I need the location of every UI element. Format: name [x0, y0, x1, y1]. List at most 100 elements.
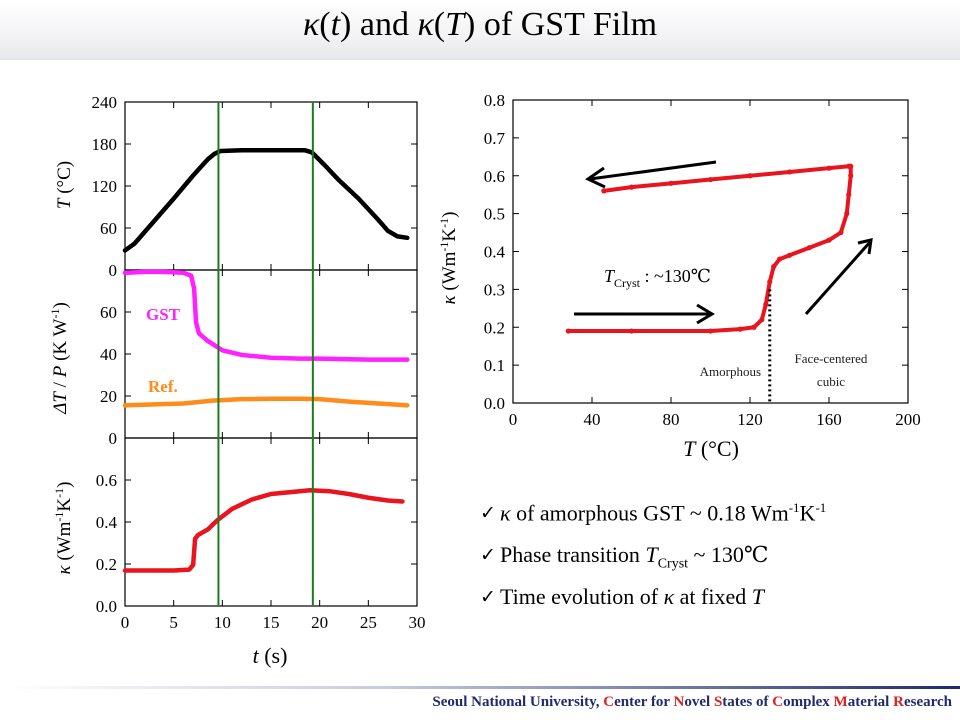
kappa-T-xtick-label: 200 [895, 410, 921, 429]
legend-ref: Ref. [148, 377, 178, 396]
kappa-T-xtick-label: 80 [663, 410, 680, 429]
kappa-T-ytick-label: 0.1 [484, 356, 505, 375]
panel1-ytick-label: 60 [100, 219, 117, 238]
kappa-T-data-point [628, 328, 635, 334]
kappa-T-data-point [668, 180, 674, 186]
kappa-T-data-point [771, 264, 777, 270]
kappa-T-ytick-label: 0.4 [484, 243, 506, 262]
slide-title: κ(t) and κ(T) of GST Film [302, 6, 658, 43]
left-xlabel: t (s) [253, 643, 288, 668]
panel2-frame [124, 269, 418, 439]
panel3-ylabel: κ (Wm-1K-1) [52, 482, 75, 575]
right-ylabel: κ (Wm-1K-1) [437, 212, 460, 305]
right-xlabel: T (°C) [683, 436, 739, 461]
panel3-xtick-label: 0 [121, 613, 130, 632]
kappa-T-data-point [707, 328, 714, 334]
checkmark-icon: ✓ [480, 502, 496, 524]
kappa-T-ytick-label: 0.5 [484, 205, 505, 224]
panel1-ylabel: T (°C) [54, 161, 75, 209]
kappa-T-data-point [844, 211, 850, 217]
right-axis-labels: κ (Wm-1K-1) T (°C) TCryst : ~130℃ Amorph… [437, 160, 873, 461]
kappa-T-data-point [737, 326, 743, 332]
kappa-T-xtick-label: 40 [584, 410, 601, 429]
kappa-T-ytick-label: 0.3 [484, 280, 505, 299]
panel3-xtick-label: 30 [409, 613, 426, 632]
kappa-T-ytick-label: 0.2 [484, 318, 505, 337]
bullet-phase-transition: ✓ Phase transition TCryst ~ 130℃ [480, 542, 769, 572]
header-band [0, 0, 960, 60]
kappa-T-data-point [747, 173, 753, 179]
checkmark-icon: ✓ [480, 544, 496, 566]
panel3-ytick-label: 0.2 [96, 555, 117, 574]
panel1-series-0-line [122, 148, 410, 253]
kappa-T-data-point [826, 165, 832, 171]
footer-affiliation: Seoul National University, Center for No… [432, 694, 952, 710]
panel2-series-0-line [122, 269, 410, 362]
panel2-ytick-label: 0 [109, 429, 118, 448]
footer-divider [0, 686, 960, 689]
panel2-panel: 0 20 40 60 [100, 269, 418, 448]
panel2-ytick-label: 60 [100, 303, 117, 322]
left-axis-labels: T (°C) ΔT / P (K W-1) κ (Wm-1K-1) t (s) … [48, 161, 287, 668]
kappa-T-data-point [838, 229, 844, 236]
kappa-T-xtick-label: 120 [737, 410, 763, 429]
kappa-T-data-point [751, 324, 757, 330]
panel3-ytick-label: 0.0 [96, 597, 117, 616]
kappa-T-data-point [786, 169, 793, 175]
fcc-label-line2: cubic [817, 374, 845, 389]
charts-canvas: 0 60 120 180 240 0 20 40 60 0.0 0.2 0.4 0.6 0 5 10 15 20 2… [48, 91, 921, 668]
kappa-T-data-point [763, 301, 769, 308]
kappa-T-ytick-label: 0.8 [484, 91, 505, 110]
panel1-ytick-label: 180 [92, 135, 118, 154]
arrow-cooling [589, 160, 717, 181]
panel2-ytick-label: 20 [100, 387, 117, 406]
arrow-crystallize [804, 241, 872, 315]
panel3-ytick-label: 0.4 [96, 513, 118, 532]
panel2-ylabel: ΔT / P (K W-1) [48, 302, 71, 415]
panel2-series-1-line [122, 396, 410, 408]
kappa-T-ytick-label: 0.7 [484, 129, 506, 148]
bullet-list: ✓ κ of amorphous GST ~ 0.18 Wm-1K-1 ✓ Ph… [480, 500, 950, 626]
kappa-T-xtick-label: 160 [816, 410, 842, 429]
kappa-T-ytick-label: 0.0 [484, 394, 505, 413]
panel1-ytick-label: 0 [109, 261, 118, 280]
panel3-xtick-label: 10 [214, 613, 231, 632]
bullet-time-evolution: ✓ Time evolution of κ at fixed T [480, 584, 764, 609]
kappa-T-data-point [786, 252, 793, 258]
panel3-ytick-label: 0.6 [96, 471, 117, 490]
kappa-T-data-point [565, 328, 571, 334]
kappa-T-data-point [759, 317, 765, 323]
tcryst-label: TCryst : ~130℃ [604, 266, 711, 290]
left-panels: 0 60 120 180 240 0 20 40 60 0.0 0.2 0.4 0.6 0 5 10 15 20 2… [92, 93, 426, 632]
kappa-T-data-point [826, 237, 832, 243]
kappa-T-data-point [848, 173, 854, 179]
panel3-panel: 0.0 0.2 0.4 0.6 0 5 10 15 20 25 30 [96, 437, 426, 632]
panel1-frame [124, 101, 418, 271]
arrow-crystallize-head [857, 238, 873, 255]
kappa-T-data-point [806, 245, 812, 251]
arrow-heating-head [696, 303, 715, 325]
legend-gst: GST [146, 305, 181, 324]
right-panel: 0.0 0.1 0.2 0.3 0.4 0.5 0.6 0.7 0.8 0 40 80 120 160 20… [484, 91, 921, 429]
panel2-ytick-label: 40 [100, 345, 117, 364]
panel1-ytick-label: 240 [92, 93, 118, 112]
panel3-frame [124, 437, 418, 607]
kappa-T-data-point [846, 192, 852, 198]
panel3-xtick-label: 5 [169, 613, 178, 632]
kappa-T-data-point [707, 176, 714, 183]
kappa-T-data-point [777, 256, 783, 262]
panel3-xtick-label: 20 [311, 613, 328, 632]
kappa-T-data-point [628, 184, 635, 190]
kappa-T-panel: 0.0 0.1 0.2 0.3 0.4 0.5 0.6 0.7 0.8 0 40 80 120 160 20… [484, 91, 921, 429]
panel3-series-0-line [122, 488, 405, 573]
amorphous-label: Amorphous [700, 364, 761, 379]
panel1-ytick-label: 120 [92, 177, 118, 196]
panel1-panel: 0 60 120 180 240 [92, 93, 418, 280]
panel3-xtick-label: 15 [263, 613, 280, 632]
checkmark-icon: ✓ [480, 586, 496, 608]
fcc-label-line1: Face-centered [795, 351, 868, 366]
arrow-cooling-head [584, 166, 606, 189]
bullet-kappa-amorphous: ✓ κ of amorphous GST ~ 0.18 Wm-1K-1 [480, 500, 827, 526]
kappa-T-data-point [846, 163, 852, 169]
panel3-xtick-label: 25 [360, 613, 377, 632]
